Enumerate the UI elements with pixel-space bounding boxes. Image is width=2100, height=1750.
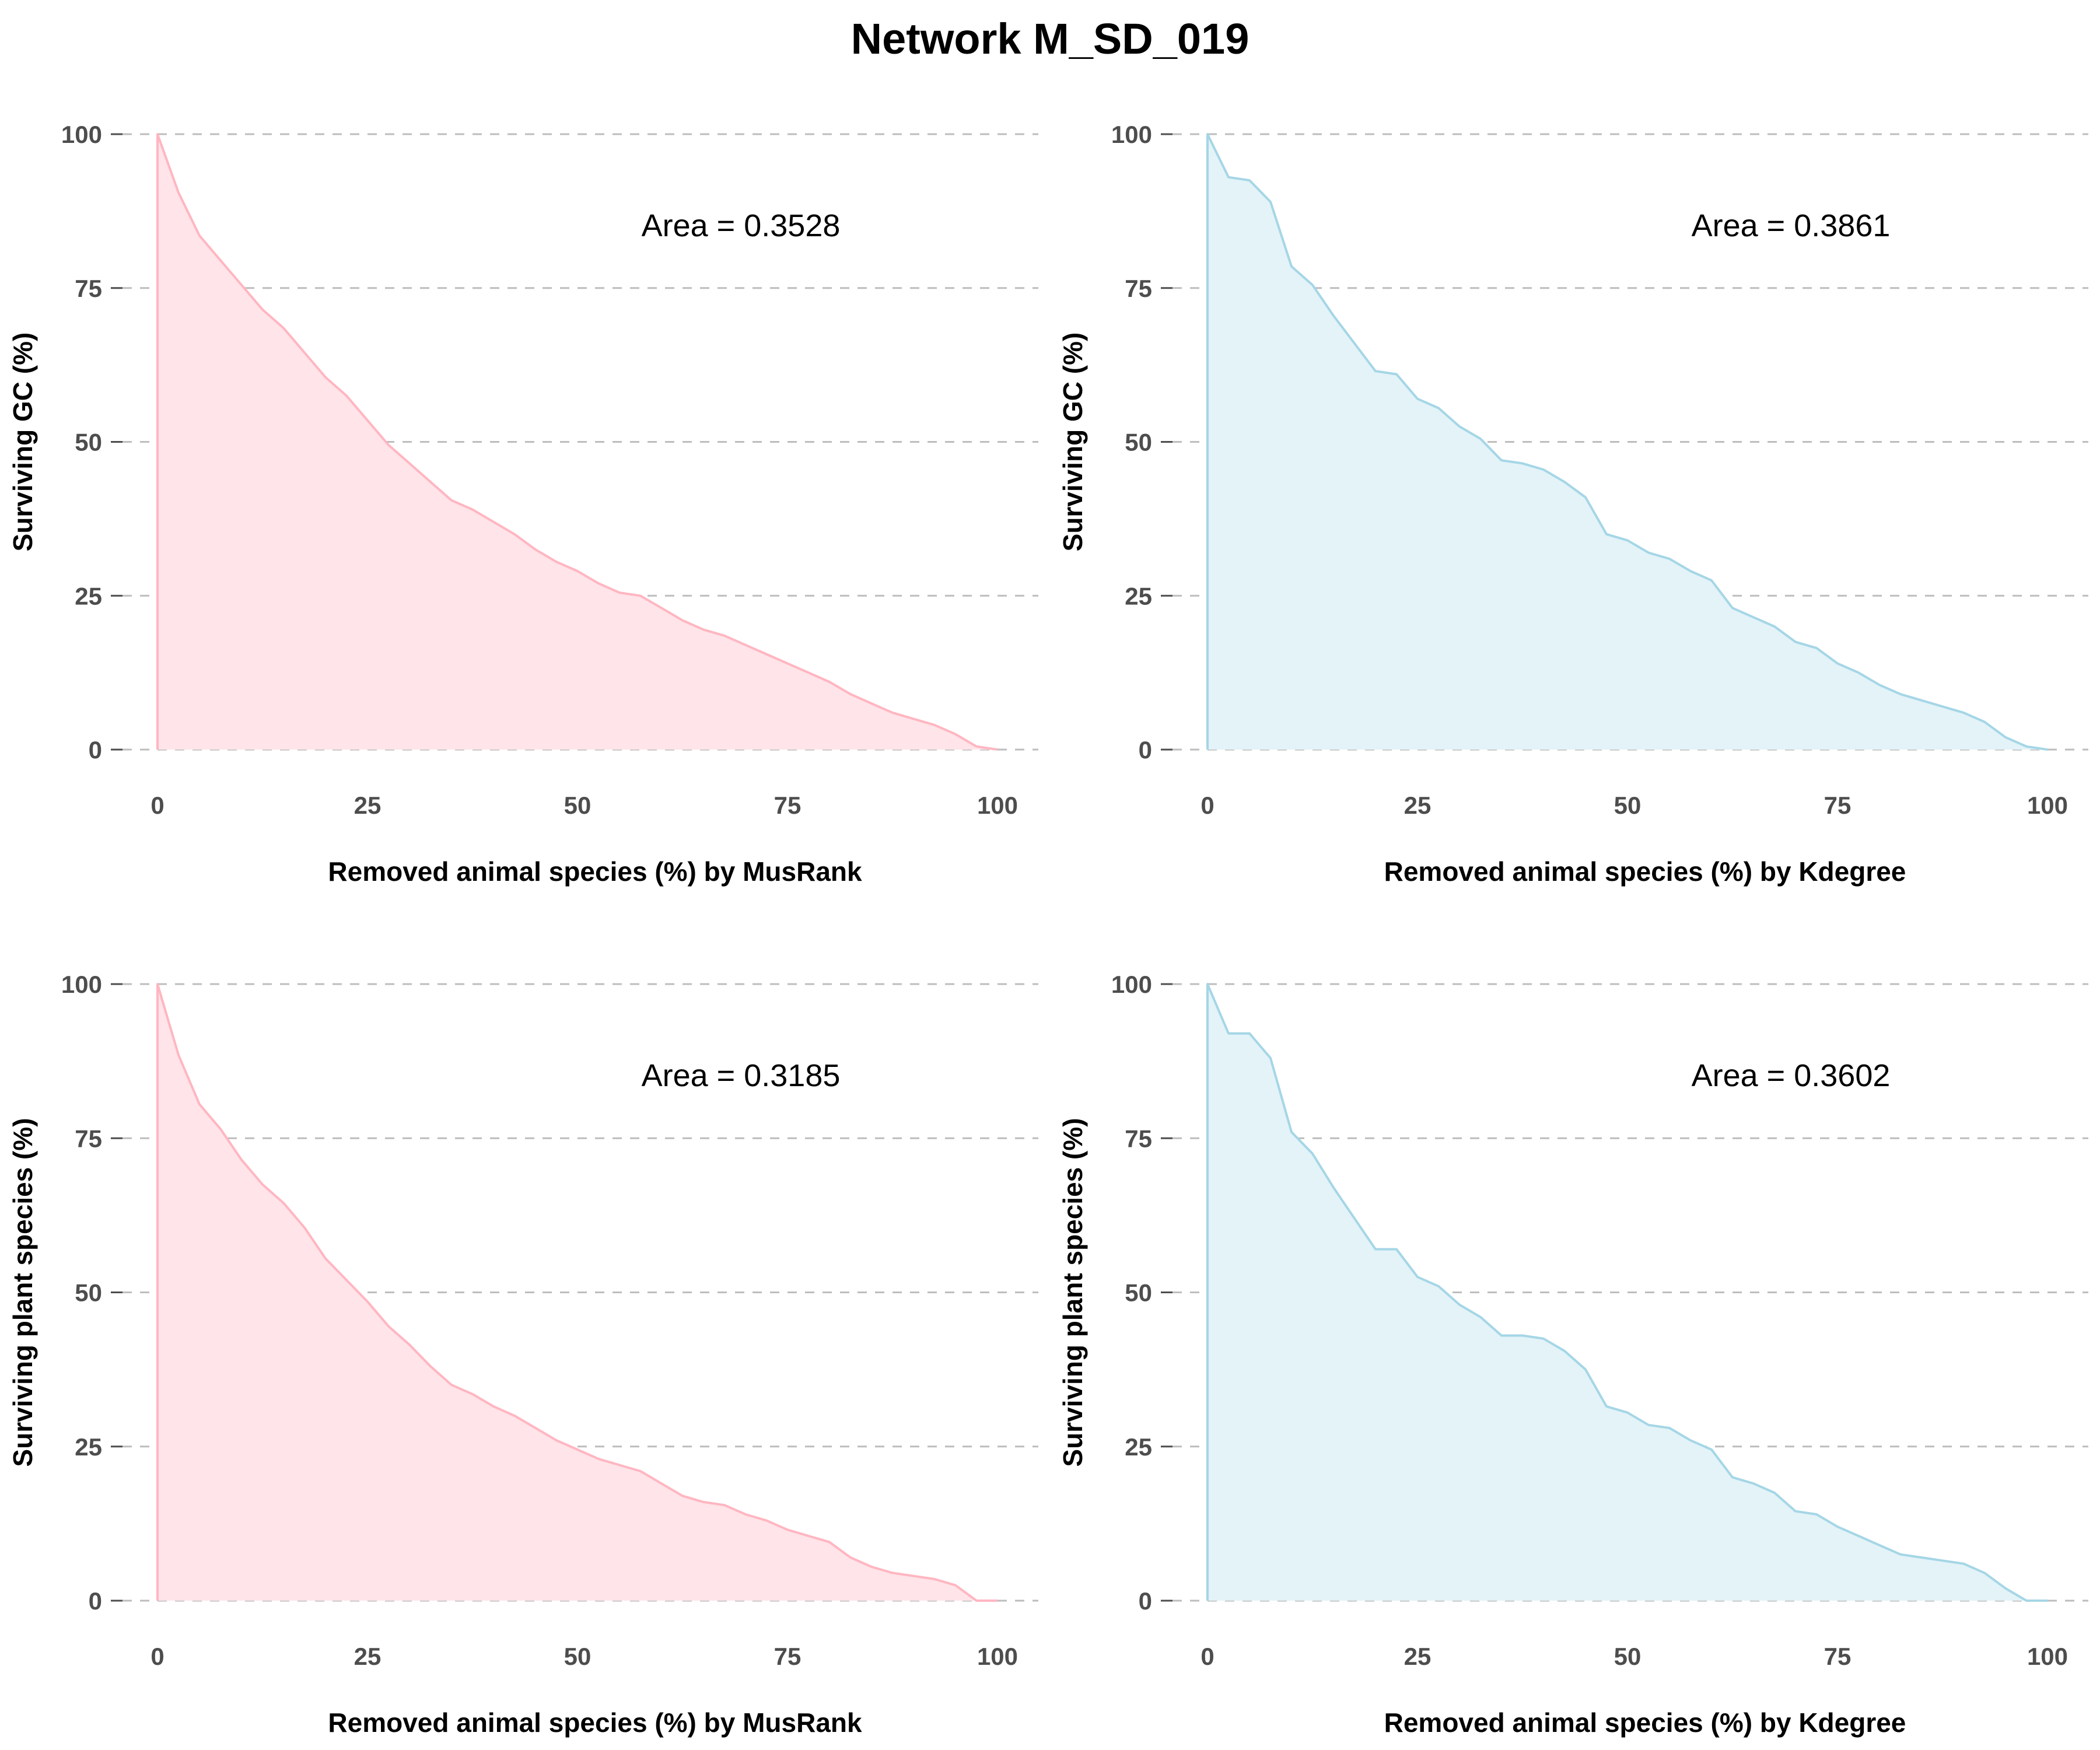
x-tick-label: 75 [774,1643,802,1670]
x-tick-label: 75 [1824,792,1852,819]
x-tick-label: 100 [2027,792,2068,819]
y-tick-label: 75 [1125,1125,1152,1152]
y-axis-title: Surviving GC (%) [8,332,38,552]
area-annotation: Area = 0.3185 [642,1058,841,1093]
area-fill [158,984,998,1601]
area-fill [1208,134,2048,750]
y-tick-label: 25 [1125,1433,1152,1461]
x-tick-label: 25 [1404,792,1432,819]
panel-1: 0 25 50 75 100 0 25 50 75 100 Area = 0.3528 Removed… [8,121,1038,887]
panel-4: 0 25 50 75 100 0 25 50 75 100 Area = 0.3602 Removed… [1058,971,2088,1738]
x-tick-label: 100 [977,1643,1018,1670]
series-line [156,133,998,751]
x-tick-label: 100 [977,792,1018,819]
figure-title: Network M_SD_019 [850,15,1250,63]
area-annotation: Area = 0.3528 [642,208,841,243]
x-tick-label: 25 [1404,1643,1432,1670]
x-tick-label: 100 [2027,1643,2068,1670]
y-axis-title: Surviving plant species (%) [8,1118,38,1466]
y-tick-label: 25 [1125,582,1152,610]
x-tick-label: 0 [150,792,164,819]
y-tick-label: 0 [1139,736,1152,764]
series-line [1206,133,2048,751]
y-axis-title: Surviving plant species (%) [1058,1118,1088,1466]
y-tick-label: 100 [1111,971,1152,998]
area-fill [1208,984,2048,1601]
y-tick-label: 100 [1111,121,1152,148]
x-tick-label: 50 [1614,1643,1642,1670]
y-tick-label: 0 [89,1587,102,1615]
y-tick-label: 75 [1125,275,1152,302]
x-tick-label: 25 [354,792,382,819]
panel-3: 0 25 50 75 100 0 25 50 75 100 Area = 0.3185 Removed… [8,971,1038,1738]
y-tick-label: 100 [61,971,102,998]
x-tick-label: 50 [564,1643,592,1670]
y-tick-label: 50 [75,429,102,456]
x-axis-title: Removed animal species (%) by Kdegree [1384,1707,1906,1738]
x-tick-label: 0 [1200,792,1214,819]
y-axis-title: Surviving GC (%) [1058,332,1088,552]
y-tick-label: 75 [75,1125,102,1152]
y-tick-label: 100 [61,121,102,148]
x-tick-label: 0 [1200,1643,1214,1670]
area-annotation: Area = 0.3602 [1692,1058,1891,1093]
series-line [1206,983,2048,1602]
area-annotation: Area = 0.3861 [1692,208,1891,243]
x-tick-label: 50 [1614,792,1642,819]
x-tick-label: 75 [1824,1643,1852,1670]
panel-2: 0 25 50 75 100 0 25 50 75 100 Area = 0.3861 Removed… [1058,121,2088,887]
y-tick-label: 50 [75,1279,102,1307]
x-tick-label: 75 [774,792,802,819]
y-tick-label: 50 [1125,1279,1152,1307]
y-tick-label: 0 [1139,1587,1152,1615]
x-tick-label: 25 [354,1643,382,1670]
y-tick-label: 50 [1125,429,1152,456]
x-axis-title: Removed animal species (%) by Kdegree [1384,856,1906,887]
area-fill [158,134,998,750]
y-tick-label: 0 [89,736,102,764]
y-tick-label: 25 [75,1433,102,1461]
x-tick-label: 50 [564,792,592,819]
x-axis-title: Removed animal species (%) by MusRank [328,1707,862,1738]
x-tick-label: 0 [150,1643,164,1670]
y-tick-label: 25 [75,582,102,610]
series-line [156,983,998,1602]
x-axis-title: Removed animal species (%) by MusRank [328,856,862,887]
y-tick-label: 75 [75,275,102,302]
